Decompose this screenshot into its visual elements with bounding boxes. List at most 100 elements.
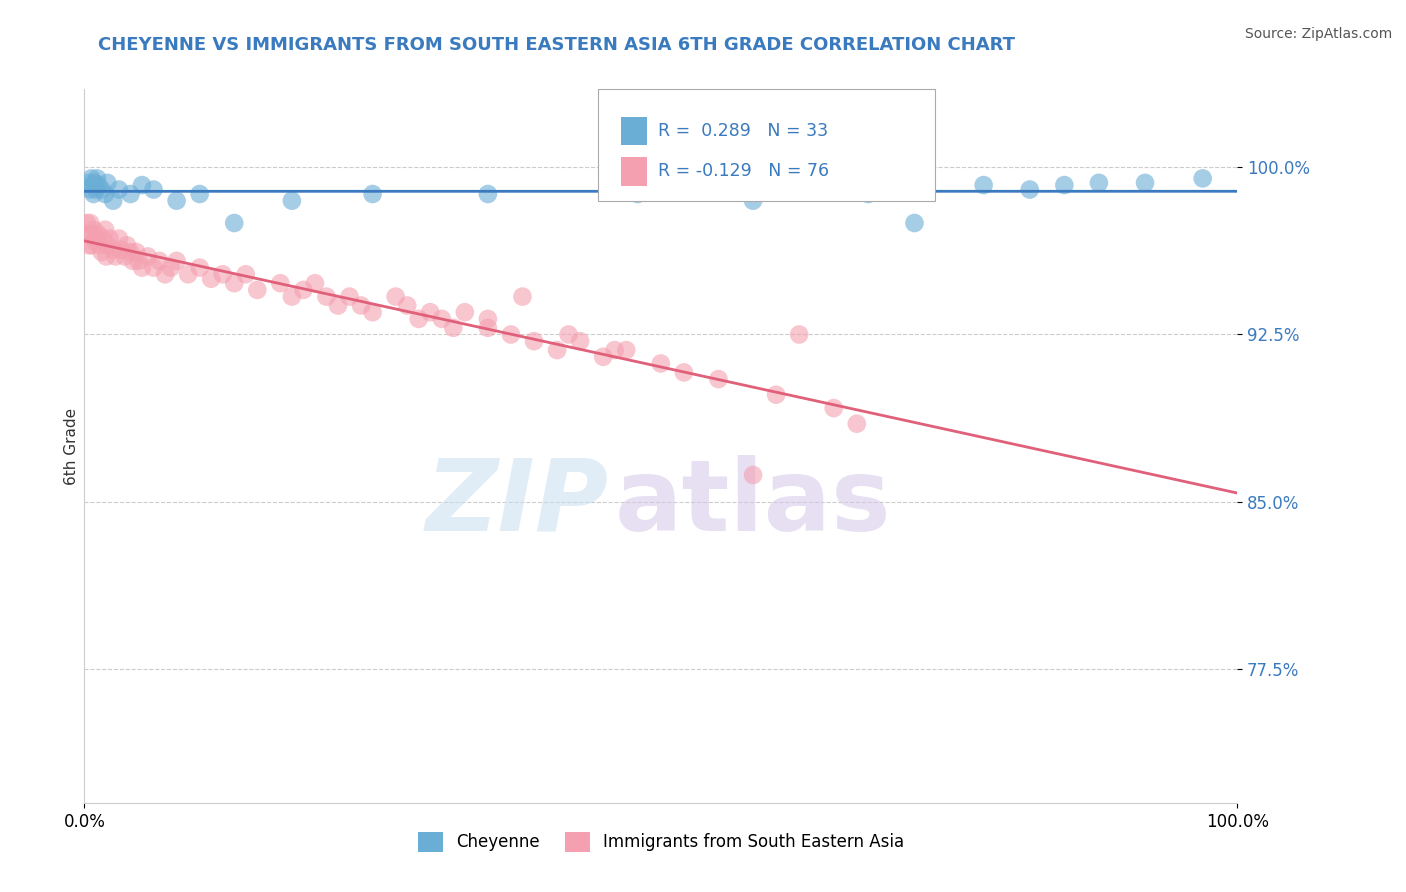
Point <box>108 231 131 245</box>
Point <box>87 227 110 241</box>
Point <box>83 186 105 201</box>
Point <box>499 327 522 342</box>
Text: R =  0.289   N = 33: R = 0.289 N = 33 <box>658 122 828 140</box>
Point <box>200 271 222 285</box>
Point <box>1191 171 1213 186</box>
Text: CHEYENNE VS IMMIGRANTS FROM SOUTH EASTERN ASIA 6TH GRADE CORRELATION CHART: CHEYENNE VS IMMIGRANTS FROM SOUTH EASTER… <box>98 36 1015 54</box>
Point <box>672 365 695 379</box>
Point <box>361 186 384 201</box>
Point <box>1088 176 1111 190</box>
Point <box>125 244 148 259</box>
Point <box>546 343 568 357</box>
Point <box>235 267 257 281</box>
Point <box>96 176 118 190</box>
Point <box>614 343 637 357</box>
Point <box>441 320 464 334</box>
Point <box>1133 176 1156 190</box>
Point <box>108 182 131 196</box>
Point <box>148 253 170 268</box>
Point <box>903 216 925 230</box>
Point <box>76 216 98 230</box>
Point <box>115 238 138 252</box>
Point <box>742 194 765 208</box>
Point <box>89 238 111 252</box>
Text: atlas: atlas <box>614 455 891 551</box>
Point <box>94 222 117 236</box>
Point <box>419 305 441 319</box>
Point <box>592 350 614 364</box>
Point <box>120 244 142 259</box>
Point <box>823 401 845 415</box>
Point <box>477 186 499 201</box>
Point <box>477 311 499 326</box>
Point <box>211 267 233 281</box>
Point <box>94 186 117 201</box>
Point <box>114 249 136 263</box>
Text: ZIP: ZIP <box>426 455 609 551</box>
Point <box>84 182 107 196</box>
Point <box>82 238 104 252</box>
Point <box>246 283 269 297</box>
Point <box>188 260 211 275</box>
Point <box>557 327 579 342</box>
Point <box>83 176 105 190</box>
Point <box>707 372 730 386</box>
Point <box>787 327 810 342</box>
Point <box>477 320 499 334</box>
Point <box>408 311 430 326</box>
Point <box>142 260 165 275</box>
Point <box>131 260 153 275</box>
Point <box>104 249 127 263</box>
Point <box>845 417 868 431</box>
Text: R = -0.129   N = 76: R = -0.129 N = 76 <box>658 162 830 180</box>
Point <box>188 186 211 201</box>
Point <box>1018 182 1040 196</box>
Point <box>166 194 188 208</box>
Point <box>742 467 765 482</box>
Point <box>650 356 672 370</box>
Point <box>396 298 419 312</box>
Point <box>90 244 112 259</box>
Point <box>315 289 337 303</box>
Point <box>96 249 118 263</box>
Point <box>82 178 104 192</box>
Point <box>77 238 100 252</box>
Point <box>110 243 132 257</box>
Point <box>269 276 291 290</box>
Point <box>326 298 349 312</box>
Point <box>177 267 200 281</box>
Point <box>361 305 384 319</box>
Point <box>77 176 100 190</box>
Point <box>973 178 995 192</box>
Point <box>79 216 101 230</box>
Point <box>80 171 103 186</box>
Point <box>454 305 477 319</box>
Point <box>121 253 143 268</box>
Point <box>91 231 114 245</box>
Point <box>83 234 105 248</box>
Point <box>98 231 121 245</box>
Y-axis label: 6th Grade: 6th Grade <box>63 408 79 484</box>
Point <box>120 186 142 201</box>
Point <box>166 253 188 268</box>
Point <box>87 178 110 192</box>
Point <box>339 289 361 303</box>
Point <box>1053 178 1076 192</box>
Point <box>384 289 406 303</box>
Point <box>224 276 246 290</box>
Point <box>281 194 304 208</box>
Point <box>86 171 108 186</box>
Text: Source: ZipAtlas.com: Source: ZipAtlas.com <box>1244 27 1392 41</box>
Point <box>523 334 546 348</box>
Point <box>281 289 304 303</box>
Point <box>79 182 101 196</box>
Point <box>153 267 176 281</box>
Point <box>128 253 150 268</box>
Point <box>569 334 592 348</box>
Legend: Cheyenne, Immigrants from South Eastern Asia: Cheyenne, Immigrants from South Eastern … <box>411 825 911 859</box>
Point <box>84 231 107 245</box>
Point <box>80 227 103 241</box>
Point <box>131 178 153 192</box>
Point <box>96 238 118 252</box>
Point <box>160 260 183 275</box>
